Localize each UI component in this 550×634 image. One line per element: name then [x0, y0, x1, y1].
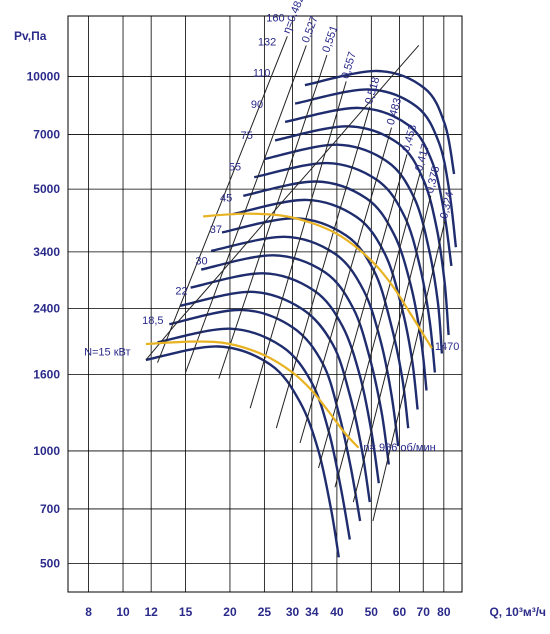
y-tick-label: 2400 — [33, 302, 60, 316]
efficiency-line — [372, 221, 446, 522]
power-label: 22 — [175, 285, 187, 297]
y-tick-label: 10000 — [27, 69, 61, 83]
power-label: 75 — [241, 130, 253, 142]
efficiency-label: 0,527 — [300, 14, 321, 44]
efficiency-label: 0,483 — [385, 97, 404, 127]
power-label: 132 — [258, 36, 276, 48]
efficiency-label: 0,453 — [400, 123, 419, 153]
x-tick-label: 34 — [305, 605, 319, 619]
impeller-curve-d6 — [200, 254, 390, 465]
speed-line — [203, 212, 433, 349]
y-tick-label: 1600 — [33, 367, 60, 381]
power-line — [364, 76, 392, 109]
speed-label: n= 986 об/мин — [363, 442, 435, 454]
impeller-curve-d4 — [180, 290, 371, 503]
efficiency-line — [249, 81, 347, 409]
y-tick-label: 7000 — [33, 127, 60, 141]
y-tick-label: 3400 — [33, 245, 60, 259]
efficiency-line — [352, 195, 432, 503]
impeller-curve-d12 — [264, 143, 444, 354]
x-tick-label: 10 — [116, 605, 130, 619]
power-label: 55 — [229, 161, 241, 173]
efficiency-line — [185, 45, 307, 373]
efficiency-label: 0,557 — [340, 50, 359, 80]
efficiency-line — [218, 54, 328, 379]
y-tick-label: 1000 — [33, 444, 60, 458]
x-tick-label: 20 — [223, 605, 237, 619]
impeller-curve-d2 — [157, 327, 351, 540]
y-axis-label: Pv,Па — [14, 29, 47, 43]
efficiency-label: 0,551 — [320, 24, 340, 54]
x-tick-label: 15 — [179, 605, 193, 619]
efficiency-line — [157, 36, 288, 363]
power-label: 30 — [195, 255, 207, 267]
speed-label: 1470 — [435, 341, 459, 353]
power-line — [173, 295, 202, 327]
efficiency-line — [318, 154, 408, 469]
power-line — [228, 232, 256, 265]
impeller-curve-d10 — [243, 180, 428, 391]
speed-labels: n= 986 об/мин 1470 — [363, 341, 459, 454]
efficiency-line — [299, 127, 392, 444]
impeller-curve-d11 — [253, 161, 437, 373]
power-line — [336, 107, 365, 140]
power-line — [255, 201, 283, 234]
power-line — [309, 138, 338, 171]
power-labels: N=15 кВт 18,5 22 30 37 45 55 75 90 110 132 160 — [84, 13, 285, 359]
power-label: 45 — [220, 193, 232, 205]
plot-frame — [67, 15, 463, 593]
x-tick-label: 12 — [144, 605, 158, 619]
x-tick-label: 60 — [393, 605, 407, 619]
power-lines — [145, 44, 420, 361]
speed-lines — [145, 212, 433, 449]
power-line — [282, 170, 311, 203]
power-label: 18,5 — [142, 315, 163, 327]
impeller-curve-d15 — [294, 88, 458, 248]
power-label: 110 — [253, 68, 271, 80]
power-label: N=15 кВт — [84, 346, 130, 358]
efficiency-line — [334, 173, 421, 488]
speed-line — [145, 340, 360, 449]
y-tick-label: 500 — [40, 557, 60, 571]
x-tick-label: 25 — [258, 605, 272, 619]
x-tick-label: 30 — [286, 605, 300, 619]
impeller-curve-d1 — [145, 345, 340, 558]
y-tick-labels: 500 700 1000 1600 2400 3400 5000 7000 10000 — [27, 69, 61, 570]
impeller-curve-d9 — [232, 198, 419, 410]
impeller-curve-d16 — [304, 69, 456, 175]
y-tick-label: 5000 — [33, 182, 60, 196]
efficiency-line — [275, 106, 371, 429]
x-tick-label: 50 — [365, 605, 379, 619]
efficiency-lines — [157, 36, 446, 522]
x-tick-label: 70 — [417, 605, 431, 619]
power-line — [391, 44, 420, 77]
power-label: 160 — [266, 13, 284, 25]
impeller-curve-d14 — [284, 106, 453, 267]
power-label: 37 — [210, 224, 222, 236]
x-tick-label: 40 — [330, 605, 344, 619]
x-axis-label: Q, 10³м³/ч — [489, 605, 546, 619]
x-tick-label: 8 — [85, 605, 92, 619]
y-tick-label: 700 — [40, 502, 60, 516]
x-tick-label: 80 — [437, 605, 451, 619]
x-tick-labels: 8 10 12 15 20 25 30 34 40 50 60 70 80 — [85, 605, 451, 619]
power-label: 90 — [251, 99, 263, 111]
impeller-curve-d7 — [210, 235, 400, 447]
